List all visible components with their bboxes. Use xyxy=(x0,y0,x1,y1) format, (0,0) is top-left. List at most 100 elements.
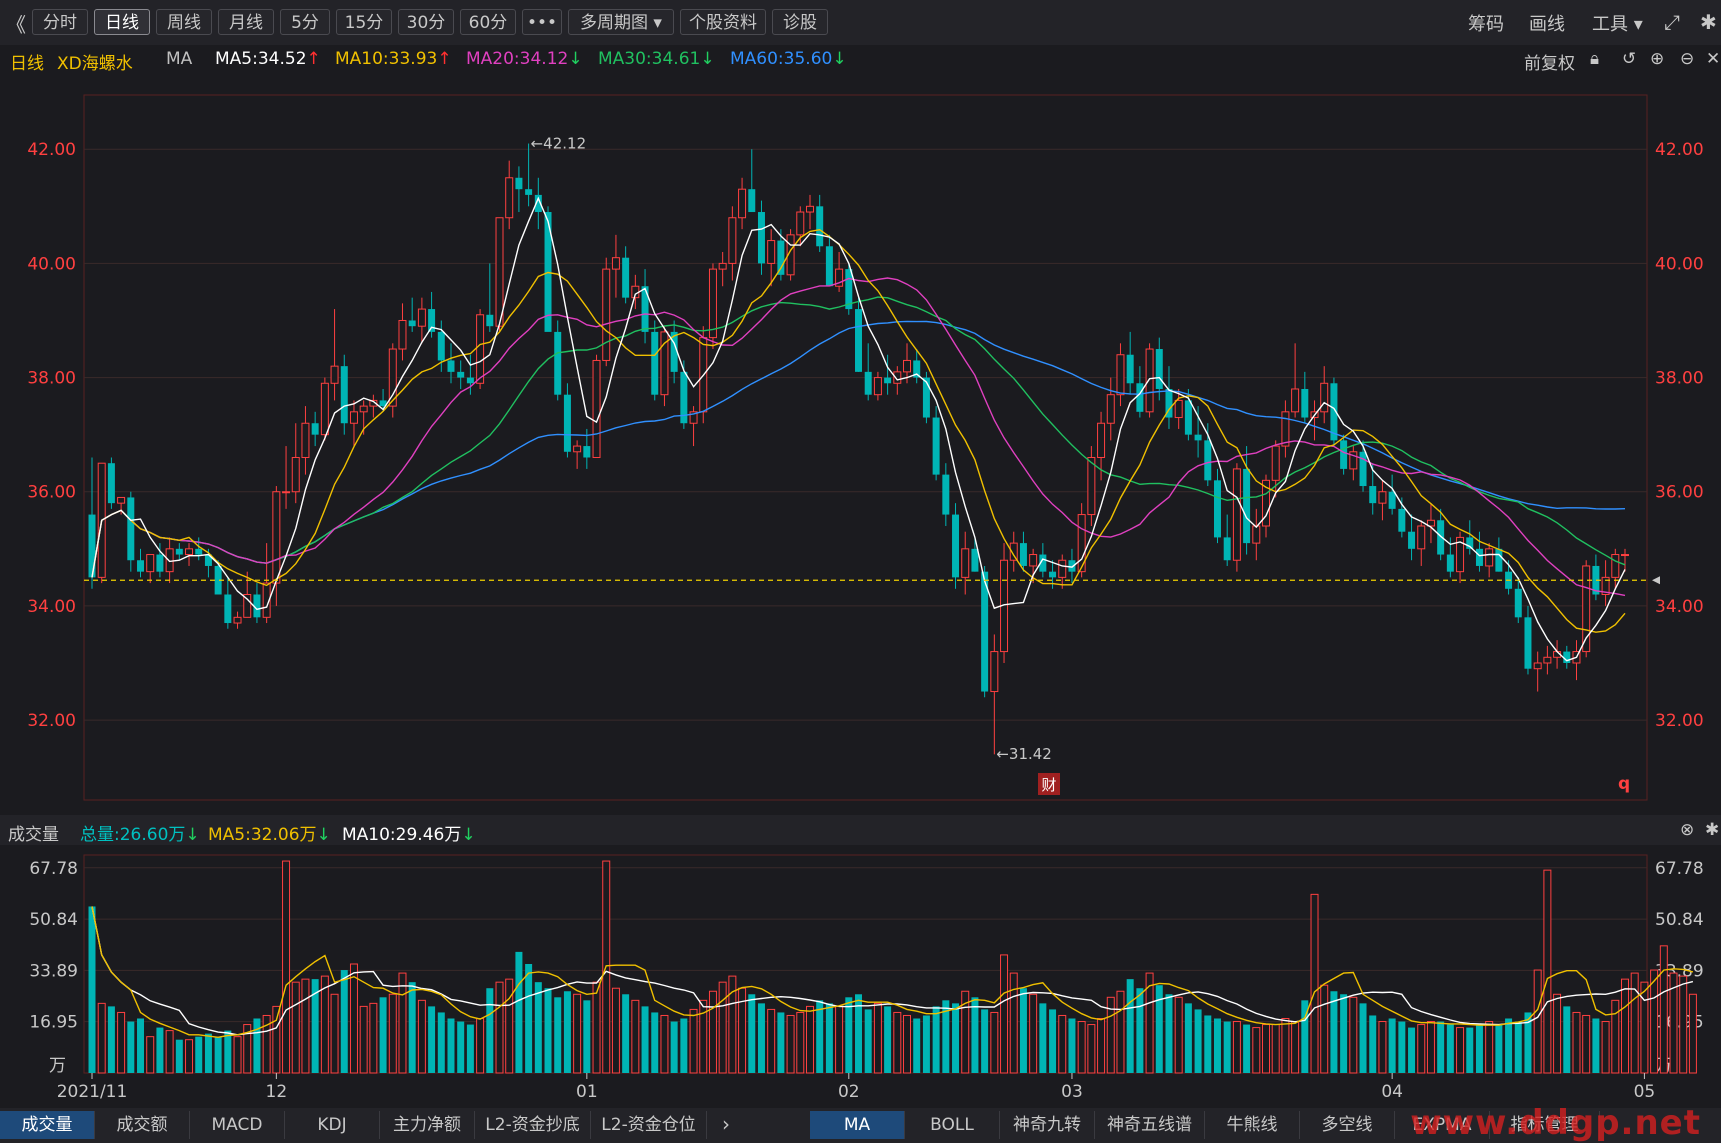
candle-48 xyxy=(554,320,562,401)
overlay-tab-3[interactable]: 神奇五线谱 xyxy=(1095,1111,1205,1139)
volume-bar-19 xyxy=(272,1005,281,1074)
indicator-tab-1[interactable]: 成交额 xyxy=(95,1111,190,1139)
candle-69 xyxy=(757,200,765,275)
overlay-tab-6[interactable]: EXPMA xyxy=(1395,1111,1490,1139)
volume-bar-146 xyxy=(1505,1018,1513,1073)
period-button-0[interactable]: 分时 xyxy=(32,9,88,35)
candle-body-123 xyxy=(1281,411,1290,447)
period-button-2[interactable]: 周线 xyxy=(156,9,212,35)
period-button-4[interactable]: 5分 xyxy=(280,9,330,35)
volume-bar-22 xyxy=(301,978,310,1074)
candle-body-42 xyxy=(495,217,504,327)
candle-2 xyxy=(107,457,115,509)
ma-value-2: MA20:34.12↓ xyxy=(466,49,583,69)
zoom-in-icon[interactable]: ⊕ xyxy=(1650,49,1665,69)
candle-body-12 xyxy=(204,554,212,566)
ma-line-ma5 xyxy=(91,196,1626,662)
candle-141 xyxy=(1456,531,1465,584)
volume-bar-123 xyxy=(1281,1018,1290,1074)
candle-body-93 xyxy=(990,651,999,693)
x-label-5: 04 xyxy=(1381,1082,1403,1102)
candle-104 xyxy=(1097,411,1106,481)
adjust-label[interactable]: 前复权 xyxy=(1524,54,1575,74)
period-button-8[interactable]: ••• xyxy=(522,9,562,35)
ma-arrow-4: ↓ xyxy=(832,49,847,69)
candle-body-33 xyxy=(408,320,416,327)
volume-bar-34 xyxy=(417,999,426,1074)
volume-bar-20 xyxy=(282,860,291,1074)
candle-22 xyxy=(301,406,310,475)
indicator-tab-3[interactable]: KDJ xyxy=(285,1111,380,1139)
indicator-tab-5[interactable]: L2-资金抄底 xyxy=(475,1111,591,1139)
undo-icon[interactable]: ↺ xyxy=(1622,49,1637,69)
candle-115 xyxy=(1204,423,1212,487)
overlay-tab-1[interactable]: BOLL xyxy=(905,1111,1000,1139)
indicator-tab-4[interactable]: 主力净额 xyxy=(380,1111,475,1139)
period-button-7[interactable]: 60分 xyxy=(460,9,516,35)
indicator-tab-2[interactable]: MACD xyxy=(190,1111,285,1139)
fullscreen-icon[interactable]: ⤢ xyxy=(1664,10,1680,34)
volume-bar-38 xyxy=(457,1021,465,1073)
settings-icon[interactable]: ✱ xyxy=(1700,10,1717,34)
candle-body-52 xyxy=(592,359,601,458)
candle-body-39 xyxy=(466,377,474,384)
candle-body-62 xyxy=(689,411,698,424)
volume-bar-122 xyxy=(1271,1024,1280,1074)
period-button-10[interactable]: 个股资料 xyxy=(680,9,766,35)
volume-chart[interactable]: 67.7867.7850.8450.8433.8933.8916.9516.95… xyxy=(0,845,1721,1108)
zoom-out-icon[interactable]: ⊖ xyxy=(1680,49,1695,69)
volume-bar-43 xyxy=(505,978,514,1074)
volume-bar-69 xyxy=(757,1003,765,1073)
overlay-tab-2[interactable]: 神奇九转 xyxy=(1000,1111,1095,1139)
lock-icon[interactable]: 🔒︎ xyxy=(1590,49,1600,69)
period-button-9[interactable]: 多周期图 ▾ xyxy=(568,9,674,35)
candle-111 xyxy=(1165,366,1173,429)
period-button-5[interactable]: 15分 xyxy=(336,9,392,35)
chip-button[interactable]: 筹码 xyxy=(1468,14,1504,35)
draw-button[interactable]: 画线 xyxy=(1529,14,1565,35)
candle-body-19 xyxy=(272,491,281,584)
period-button-6[interactable]: 30分 xyxy=(398,9,454,35)
candle-body-58 xyxy=(651,331,659,395)
volume-bar-72 xyxy=(786,1014,795,1074)
volume-settings-icon[interactable]: ✱ xyxy=(1705,820,1720,840)
candle-92 xyxy=(981,565,989,698)
candle-126 xyxy=(1310,400,1319,441)
candle-body-87 xyxy=(932,417,940,475)
tabs-next-icon[interactable]: › xyxy=(722,1112,730,1136)
candle-body-50 xyxy=(573,445,582,453)
back-icon[interactable]: 《 xyxy=(6,13,26,37)
period-button-11[interactable]: 诊股 xyxy=(772,9,828,35)
overlay-tab-0[interactable]: MA xyxy=(810,1111,905,1139)
candle-body-102 xyxy=(1077,514,1086,573)
candle-107 xyxy=(1126,331,1134,395)
volume-bar-70 xyxy=(767,1008,776,1074)
overlay-tab-5[interactable]: 多空线 xyxy=(1300,1111,1395,1139)
volume-total: 总量:26.60万↓ xyxy=(80,825,200,845)
volume-close-icon[interactable]: ⊗ xyxy=(1680,820,1695,840)
volume-bar-83 xyxy=(893,1011,902,1074)
candle-33 xyxy=(408,297,416,332)
candle-90 xyxy=(961,531,970,595)
candle-body-8 xyxy=(165,548,174,573)
volume-bar-98 xyxy=(1039,1003,1047,1073)
close-icon[interactable]: ✕ xyxy=(1706,49,1721,69)
volume-bar-54 xyxy=(611,987,620,1074)
tools-button[interactable]: 工具 ▾ xyxy=(1592,14,1643,35)
price-label-left-3: 36.00 xyxy=(27,483,76,503)
current-price-marker xyxy=(1652,576,1660,585)
period-button-1[interactable]: 日线 xyxy=(94,9,150,35)
indicator-tab-6[interactable]: L2-资金仓位 xyxy=(591,1111,707,1139)
overlay-tab-7[interactable]: 指标管理 xyxy=(1490,1111,1600,1139)
candle-body-98 xyxy=(1039,554,1047,572)
candle-137 xyxy=(1417,520,1426,566)
indicator-tab-0[interactable]: 成交量 xyxy=(0,1111,95,1139)
candle-6 xyxy=(146,554,155,584)
overlay-tab-4[interactable]: 牛熊线 xyxy=(1205,1111,1300,1139)
candle-body-73 xyxy=(796,211,805,236)
candle-46 xyxy=(534,177,542,230)
volume-bar-48 xyxy=(554,997,562,1073)
price-chart[interactable]: 42.00 42.00 40.00 40.00 38.00 38.00 36.00 36.00… xyxy=(0,75,1721,815)
volume-bar-103 xyxy=(1087,1024,1096,1074)
period-button-3[interactable]: 月线 xyxy=(218,9,274,35)
